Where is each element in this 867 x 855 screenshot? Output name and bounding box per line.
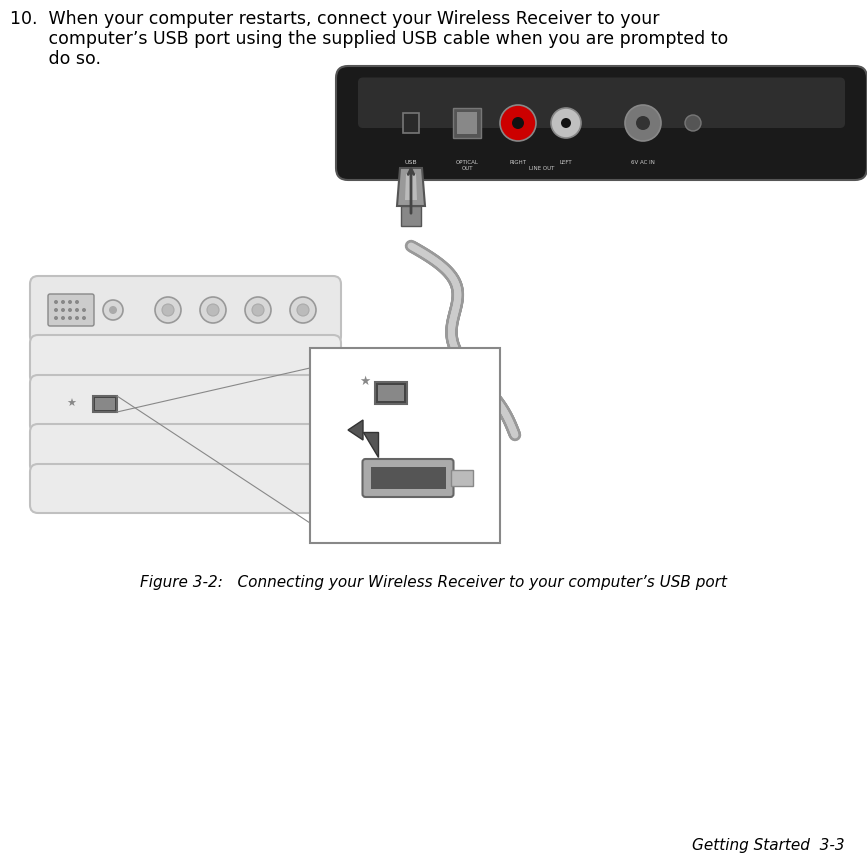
Polygon shape xyxy=(348,420,363,440)
Circle shape xyxy=(82,308,86,312)
Bar xyxy=(310,348,500,543)
Bar xyxy=(95,398,115,410)
Circle shape xyxy=(75,316,79,320)
FancyBboxPatch shape xyxy=(362,459,453,497)
Circle shape xyxy=(625,105,661,141)
Bar xyxy=(403,113,419,133)
Circle shape xyxy=(68,308,72,312)
Circle shape xyxy=(636,116,650,130)
Text: ★: ★ xyxy=(360,374,370,387)
FancyBboxPatch shape xyxy=(30,424,341,473)
FancyBboxPatch shape xyxy=(30,276,341,344)
Text: do so.: do so. xyxy=(10,50,101,68)
Circle shape xyxy=(252,304,264,316)
Circle shape xyxy=(103,300,123,320)
FancyBboxPatch shape xyxy=(30,464,341,513)
Text: 6V AC IN: 6V AC IN xyxy=(631,160,655,165)
Circle shape xyxy=(61,300,65,304)
Text: LINE OUT: LINE OUT xyxy=(530,166,555,171)
Circle shape xyxy=(551,108,581,138)
Circle shape xyxy=(162,304,174,316)
FancyBboxPatch shape xyxy=(48,294,94,326)
Bar xyxy=(378,385,404,401)
Text: Figure 3-2:   Connecting your Wireless Receiver to your computer’s USB port: Figure 3-2: Connecting your Wireless Rec… xyxy=(140,575,727,590)
Circle shape xyxy=(245,297,271,323)
Text: USB: USB xyxy=(405,160,417,165)
Circle shape xyxy=(500,105,536,141)
Circle shape xyxy=(155,297,181,323)
Circle shape xyxy=(61,316,65,320)
Bar xyxy=(457,112,477,134)
Text: ★: ★ xyxy=(66,399,76,409)
Text: Getting Started  3-3: Getting Started 3-3 xyxy=(693,838,845,853)
Circle shape xyxy=(54,300,58,304)
FancyBboxPatch shape xyxy=(336,66,867,180)
Circle shape xyxy=(561,118,571,128)
Circle shape xyxy=(75,308,79,312)
Polygon shape xyxy=(405,174,417,200)
Circle shape xyxy=(297,304,309,316)
Circle shape xyxy=(61,308,65,312)
Bar xyxy=(375,382,407,404)
Text: computer’s USB port using the supplied USB cable when you are prompted to: computer’s USB port using the supplied U… xyxy=(10,30,728,48)
Circle shape xyxy=(82,316,86,320)
Circle shape xyxy=(54,308,58,312)
Text: RIGHT: RIGHT xyxy=(510,160,526,165)
Circle shape xyxy=(109,306,117,314)
Bar xyxy=(93,396,117,412)
Circle shape xyxy=(68,300,72,304)
Text: LEFT: LEFT xyxy=(560,160,572,165)
Bar xyxy=(451,470,473,486)
Circle shape xyxy=(54,316,58,320)
FancyBboxPatch shape xyxy=(30,335,341,384)
Polygon shape xyxy=(363,432,378,457)
Circle shape xyxy=(68,316,72,320)
FancyBboxPatch shape xyxy=(30,375,341,433)
Circle shape xyxy=(685,115,701,131)
Bar xyxy=(370,467,446,489)
Circle shape xyxy=(512,117,524,129)
Circle shape xyxy=(75,300,79,304)
Bar xyxy=(453,108,481,138)
Text: OPTICAL
OUT: OPTICAL OUT xyxy=(455,160,479,171)
Bar xyxy=(401,206,421,226)
Circle shape xyxy=(207,304,219,316)
Circle shape xyxy=(200,297,226,323)
FancyBboxPatch shape xyxy=(358,78,845,128)
Text: 10.  When your computer restarts, connect your Wireless Receiver to your: 10. When your computer restarts, connect… xyxy=(10,10,660,28)
Circle shape xyxy=(290,297,316,323)
Polygon shape xyxy=(397,168,425,206)
